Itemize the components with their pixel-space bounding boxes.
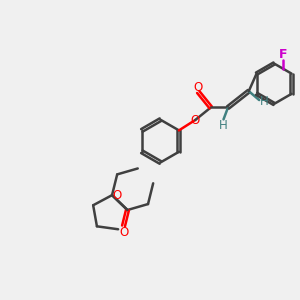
Text: F: F [278, 48, 287, 61]
Text: O: O [112, 189, 121, 202]
Text: O: O [191, 114, 200, 127]
Text: O: O [193, 81, 202, 94]
Text: H: H [260, 95, 269, 108]
Text: O: O [119, 226, 128, 239]
Text: H: H [219, 119, 228, 132]
